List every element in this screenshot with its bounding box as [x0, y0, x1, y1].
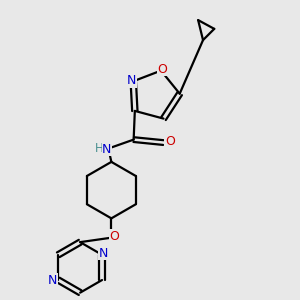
Text: O: O	[158, 63, 167, 76]
Text: N: N	[127, 74, 136, 87]
Text: N: N	[48, 274, 58, 286]
Text: O: O	[110, 230, 119, 243]
Text: H: H	[94, 142, 103, 155]
Text: N: N	[102, 142, 112, 156]
Text: N: N	[99, 247, 108, 260]
Text: O: O	[165, 135, 175, 148]
